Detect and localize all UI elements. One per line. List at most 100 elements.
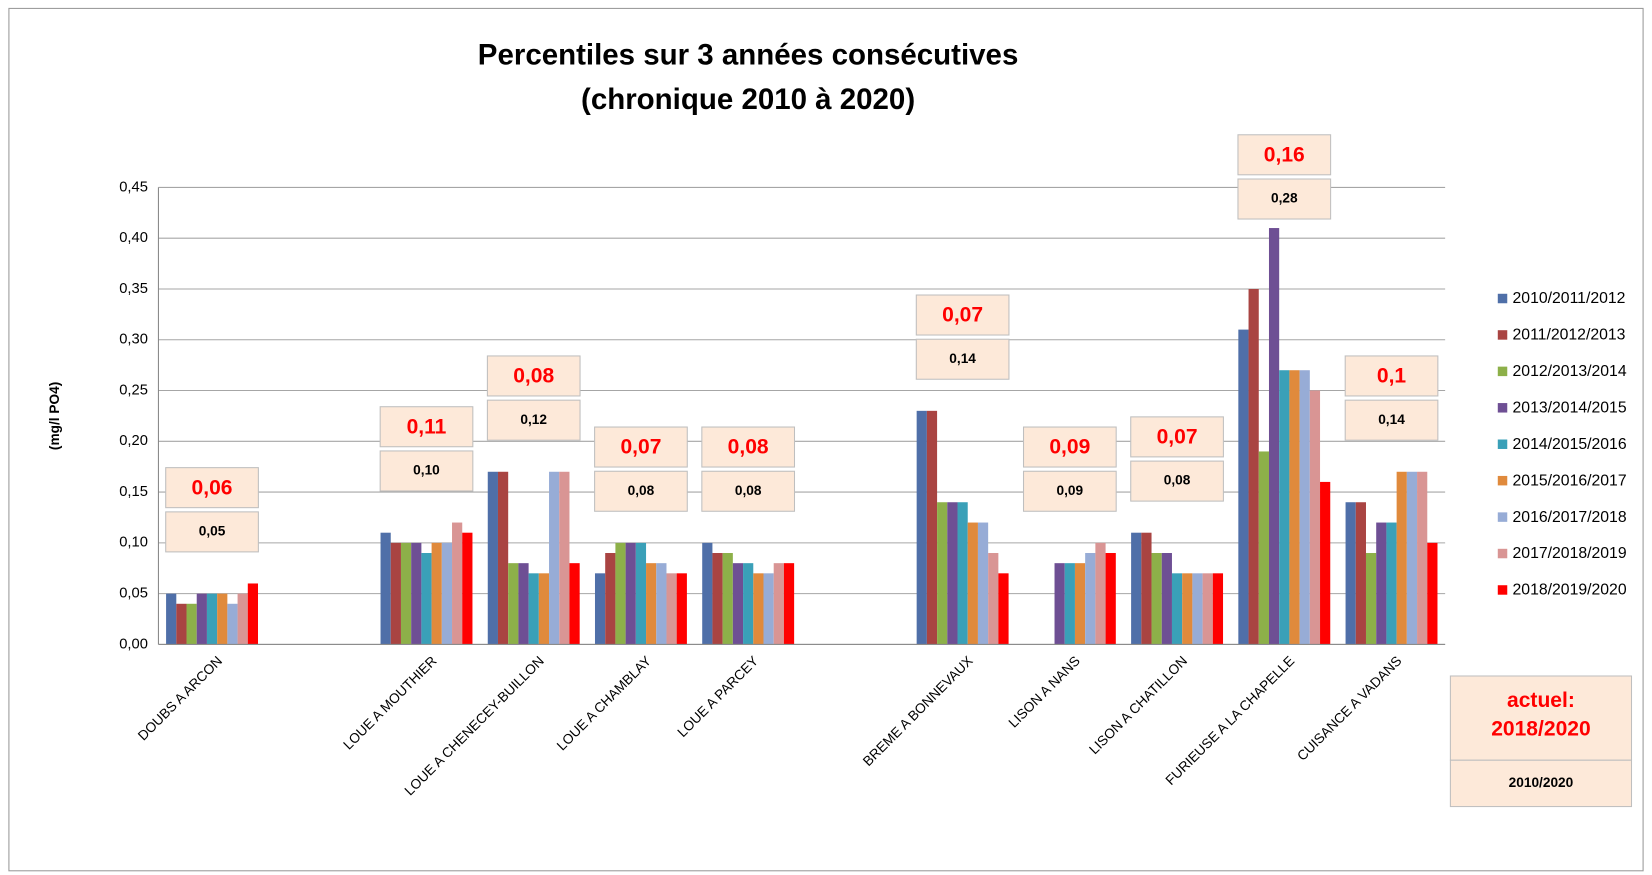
y-tick-label: 0,05 (119, 586, 148, 602)
bar (646, 563, 657, 645)
bar (1268, 228, 1280, 645)
legend-swatch (1497, 293, 1508, 304)
annotation-box (165, 511, 259, 553)
bar (1427, 542, 1438, 645)
annotation-current: 0,08 (513, 365, 554, 388)
bar (605, 553, 616, 645)
bar (656, 563, 667, 645)
bar (518, 563, 529, 645)
bar (390, 542, 401, 645)
annotation-box (1022, 470, 1117, 512)
legend-swatch (1497, 439, 1508, 449)
bar (947, 502, 958, 645)
bar (431, 542, 442, 645)
bar (206, 593, 218, 645)
bar (1054, 563, 1065, 645)
bar (1085, 553, 1096, 645)
annotation-overall: 0,14 (1378, 412, 1405, 427)
bar (988, 553, 999, 645)
bar (559, 471, 570, 645)
y-tick-label: 0,40 (119, 230, 148, 246)
annotation-box (915, 338, 1010, 380)
bar (916, 410, 927, 645)
annotation-overall: 0,12 (520, 412, 547, 427)
bar (497, 471, 509, 645)
annotation-overall: 0,08 (1164, 473, 1191, 488)
y-tick-label: 0,00 (119, 636, 148, 652)
annotation-box (379, 450, 474, 492)
annotation-current: 0,16 (1264, 143, 1305, 166)
bar (1406, 471, 1418, 645)
annotation-box (1130, 416, 1224, 458)
annotation-box (1237, 134, 1332, 176)
annotation-current: 0,07 (620, 436, 661, 459)
bar (1064, 563, 1075, 645)
annotation-box (594, 426, 688, 468)
y-tick-label: 0,45 (119, 179, 148, 195)
bar (1396, 471, 1407, 645)
bar (1309, 390, 1321, 645)
bar (1171, 573, 1183, 645)
annotation-box (701, 426, 796, 468)
bar (1376, 522, 1387, 645)
bar (722, 553, 733, 645)
bar (1386, 522, 1397, 645)
bar (1365, 553, 1377, 645)
bar (217, 593, 228, 645)
bar (753, 573, 764, 645)
bar (411, 542, 422, 645)
bar (508, 563, 519, 645)
bar (676, 573, 687, 645)
legend-swatch (1497, 475, 1508, 486)
legend-label: 2014/2015/2016 (1513, 436, 1627, 453)
bar (462, 532, 473, 645)
y-tick-label: 0,35 (119, 281, 148, 297)
annotation-overall: 0,14 (949, 351, 976, 366)
annotation-current: 0,11 (407, 415, 447, 438)
bar (196, 593, 207, 645)
y-tick-label: 0,25 (119, 382, 148, 398)
legend-box (1449, 759, 1633, 808)
bar (743, 563, 754, 645)
bar (1141, 532, 1152, 645)
annotation-box (1130, 460, 1224, 502)
bar (977, 522, 989, 645)
bar (594, 573, 606, 645)
bar (1131, 532, 1142, 645)
legend-label: 2015/2016/2017 (1513, 472, 1627, 489)
annotation-box (165, 467, 259, 509)
bar (732, 563, 744, 645)
bar (380, 532, 391, 645)
bar (763, 573, 774, 645)
bar (247, 583, 259, 645)
legend-label: 2013/2014/2015 (1513, 400, 1627, 417)
bar (1074, 563, 1086, 645)
bar (1212, 573, 1224, 645)
annotation-box (486, 355, 581, 397)
annotation-box (1344, 355, 1439, 397)
annotation-current: 0,09 (1049, 436, 1090, 459)
bar (1345, 502, 1356, 645)
legend-label: 2010/2011/2012 (1513, 290, 1626, 307)
bar (1355, 502, 1366, 645)
annotation-box (1237, 178, 1332, 220)
chart-title: (chronique 2010 à 2020) (581, 83, 915, 116)
bar (1320, 481, 1331, 645)
bar (569, 563, 580, 645)
bar (1248, 288, 1259, 645)
bar (176, 603, 187, 645)
bar (452, 522, 463, 645)
bar (237, 593, 248, 645)
bar (1161, 553, 1172, 645)
annotation-box (1344, 399, 1439, 441)
annotation-overall: 0,08 (628, 483, 655, 498)
annotation-current: 0,08 (728, 436, 769, 459)
legend-box-current: 2018/2020 (1491, 717, 1591, 740)
legend-label: 2011/2012/2013 (1513, 327, 1626, 344)
bar (998, 573, 1009, 645)
legend-label: 2016/2017/2018 (1513, 509, 1627, 526)
bar (1279, 370, 1290, 645)
annotation-current: 0,06 (192, 476, 233, 499)
